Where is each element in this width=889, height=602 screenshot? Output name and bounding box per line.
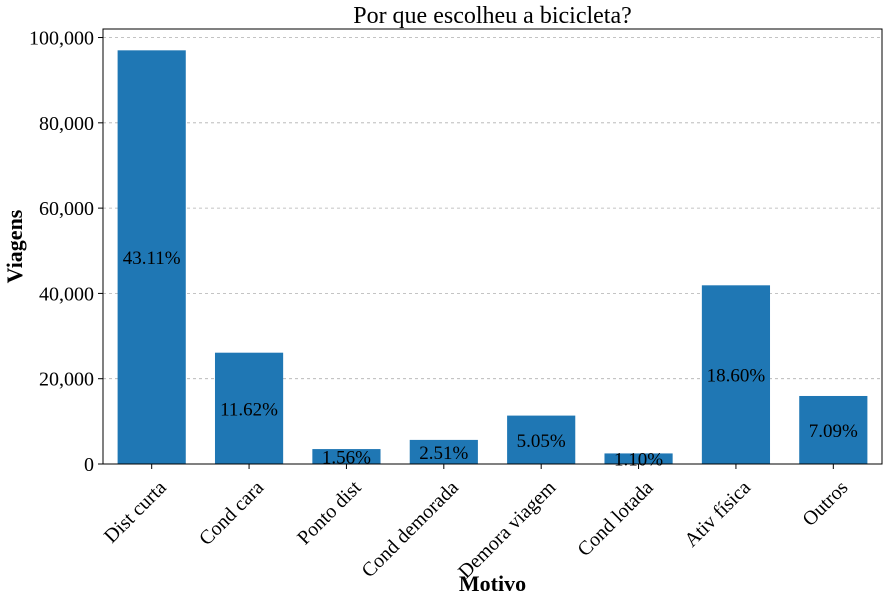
bar xyxy=(604,453,673,464)
x-tick-label: Ponto dist xyxy=(293,476,366,549)
y-tick-label: 0 xyxy=(84,454,94,476)
data-labels: 43.11% 11.62% 1.56% 2.51% 5.05% 1.10% 18.60% 7.… xyxy=(123,248,858,471)
x-tick-label: Ativ física xyxy=(680,477,755,552)
y-tick-label: 20,000 xyxy=(39,369,94,391)
bar xyxy=(312,449,381,464)
x-tick-label: Outros xyxy=(798,476,852,530)
x-axis-title: Motivo xyxy=(459,571,526,596)
bar xyxy=(117,50,186,465)
y-axis-title: Viagens xyxy=(2,209,27,283)
bar-data-label: 11.62% xyxy=(220,399,278,420)
y-tick-label: 60,000 xyxy=(39,198,94,220)
x-tick-label: Cond demorada xyxy=(357,477,463,583)
y-tick-label: 100,000 xyxy=(29,28,94,50)
bar-data-label: 5.05% xyxy=(517,431,566,452)
bar-data-label: 1.56% xyxy=(322,448,371,469)
bars xyxy=(117,50,868,465)
bar xyxy=(701,285,771,464)
bar xyxy=(799,395,868,464)
plot-frame xyxy=(102,28,883,465)
bar-data-label: 7.09% xyxy=(809,421,858,442)
bar-data-label: 1.10% xyxy=(614,450,663,471)
bar xyxy=(507,415,576,464)
x-tick-label: Demora viagem xyxy=(454,476,561,583)
x-tick-label: Dist curta xyxy=(100,477,171,548)
x-tick-label: Cond lotada xyxy=(573,477,657,561)
bar-data-label: 18.60% xyxy=(707,366,766,387)
bar-data-label: 2.51% xyxy=(419,443,468,464)
y-tick-label: 80,000 xyxy=(39,113,94,135)
chart-title: Por que escolheu a bicicleta? xyxy=(353,3,632,29)
bar-data-label: 43.11% xyxy=(123,248,181,269)
y-axis: 0 20,000 40,000 60,000 80,000 100,000 xyxy=(29,28,103,476)
bar xyxy=(214,352,284,464)
y-tick-label: 40,000 xyxy=(39,283,94,305)
x-tick-label: Cond cara xyxy=(195,477,268,550)
bar xyxy=(409,439,478,464)
